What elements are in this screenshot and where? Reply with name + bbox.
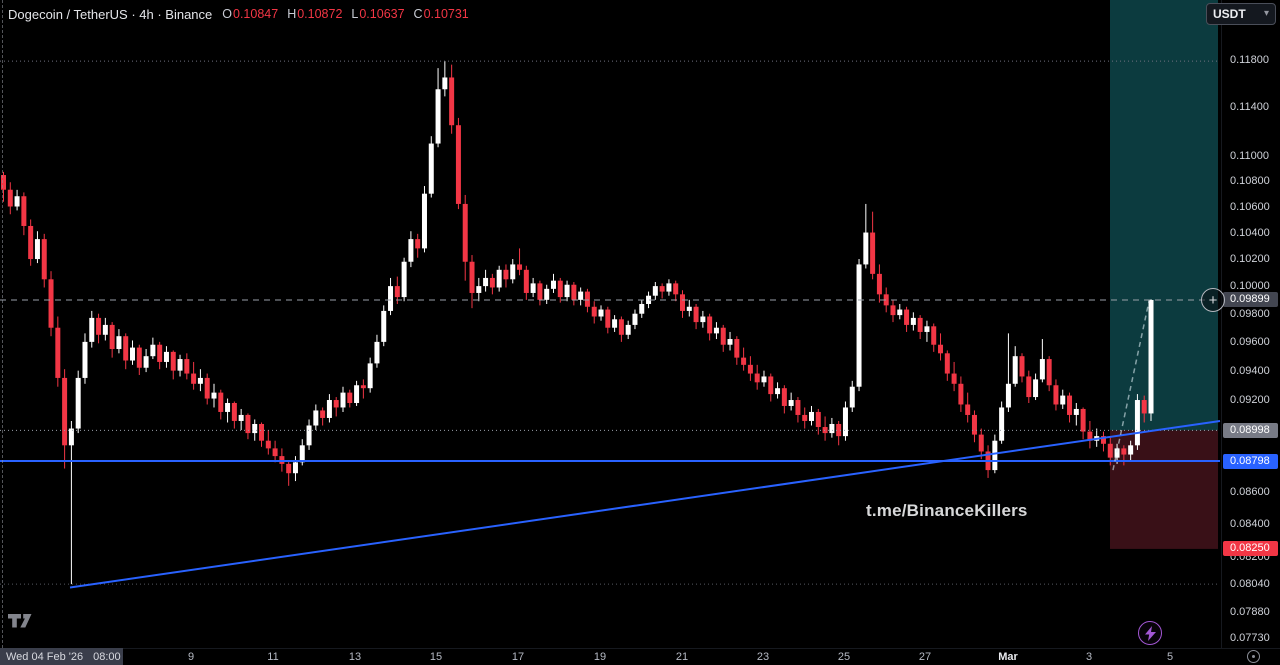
symbol-header[interactable]: Dogecoin / TetherUS · 4h · Binance O0.10… <box>8 5 469 23</box>
price-tick-label: 0.10000 <box>1230 280 1270 293</box>
ohlc-readout: O0.10847 H0.10872 L0.10637 C0.10731 <box>222 7 469 21</box>
price-tick-label: 0.09800 <box>1230 307 1270 320</box>
price-tick-label: 0.07880 <box>1230 605 1270 618</box>
time-tick-label: 27 <box>918 651 932 663</box>
price-tick-label: 0.10600 <box>1230 200 1270 213</box>
ascending-trendline <box>69 419 1221 589</box>
stop-price-label: 0.08250 <box>1223 541 1278 557</box>
price-tick-label: 0.07730 <box>1230 631 1270 644</box>
currency-label: USDT <box>1213 7 1246 21</box>
price-tick-label: 0.10800 <box>1230 174 1270 187</box>
symbol-title[interactable]: Dogecoin / TetherUS · 4h · Binance <box>8 6 213 22</box>
price-tick-label: 0.11000 <box>1230 149 1269 162</box>
crosshair-date: Wed 04 Feb '26 <box>6 650 84 663</box>
price-tick-label: 0.09200 <box>1230 394 1270 407</box>
channel-watermark: t.me/BinanceKillers <box>866 501 1028 520</box>
crosshair-date-label: Wed 04 Feb '26 08:00 <box>0 648 123 665</box>
low-label: L <box>351 7 359 21</box>
support-price-label: 0.08798 <box>1223 453 1278 469</box>
close-label: C <box>413 7 423 21</box>
high-label: H <box>287 7 297 21</box>
time-axis[interactable]: 9 11 13 15 17 19 21 23 25 27 Mar 3 5 <box>0 648 1280 665</box>
tradingview-logo[interactable] <box>7 612 37 634</box>
lightning-trade-button[interactable] <box>1138 621 1162 645</box>
plus-icon: + <box>1208 291 1218 309</box>
time-tick-label: 23 <box>756 651 770 663</box>
crosshair-vertical-line <box>2 0 3 648</box>
time-tick-label: 13 <box>348 651 362 663</box>
open-value: 0.10847 <box>233 7 279 21</box>
time-tick-label: 19 <box>593 651 607 663</box>
chevron-down-icon: ▾ <box>1263 8 1269 19</box>
open-label: O <box>222 7 232 21</box>
time-tick-label: 3 <box>1085 651 1093 663</box>
long-loss-zone <box>1110 430 1218 549</box>
time-tick-label: 17 <box>511 651 525 663</box>
price-tick-label: 0.10400 <box>1230 226 1270 239</box>
time-tick-label: 25 <box>837 651 851 663</box>
projection-arrow <box>1112 301 1150 471</box>
price-tick-label: 0.10200 <box>1230 253 1270 266</box>
long-profit-zone <box>1110 0 1218 431</box>
time-tick-label: 11 <box>267 651 279 663</box>
lightning-icon <box>1144 625 1156 641</box>
price-tick-label: 0.09400 <box>1230 364 1270 377</box>
time-tick-label: 5 <box>1166 651 1174 663</box>
time-tick-label: 21 <box>675 651 689 663</box>
price-tick-label: 0.08600 <box>1230 486 1270 499</box>
price-tick-label: 0.11400 <box>1230 101 1269 114</box>
price-tick-label: 0.09600 <box>1230 335 1270 348</box>
close-value: 0.10731 <box>423 7 469 21</box>
currency-selector-button[interactable]: USDT ▾ <box>1206 3 1276 25</box>
low-value: 0.10637 <box>359 7 405 21</box>
time-tick-label: 15 <box>429 651 443 663</box>
candlestick-series <box>1 61 1154 585</box>
add-order-button[interactable]: + <box>1201 288 1225 312</box>
price-chart-canvas[interactable] <box>0 0 1221 648</box>
price-tick-label: 0.08040 <box>1230 578 1270 591</box>
price-axis[interactable]: 0.11800 0.11400 0.11000 0.10800 0.10600 0.104… <box>1221 0 1280 648</box>
crosshair-time: 08:00 <box>93 650 121 663</box>
time-tick-label: 9 <box>187 651 195 663</box>
axis-settings-icon[interactable] <box>1247 650 1260 663</box>
high-value: 0.10872 <box>297 7 343 21</box>
entry-price-label: 0.08998 <box>1223 422 1278 438</box>
time-tick-label: Mar <box>998 651 1018 663</box>
last-price-label: 0.09899 <box>1223 292 1278 308</box>
price-tick-label: 0.11800 <box>1230 54 1269 66</box>
price-tick-label: 0.08400 <box>1230 518 1270 531</box>
